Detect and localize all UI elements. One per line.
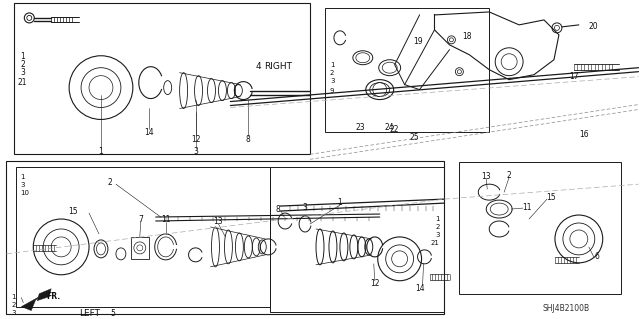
Text: 1: 1	[99, 147, 103, 156]
Text: 2: 2	[108, 178, 112, 187]
Text: 3: 3	[20, 68, 25, 77]
Bar	[6, 161, 444, 314]
Text: 3: 3	[12, 310, 16, 315]
Text: 1: 1	[20, 174, 25, 180]
Text: 13: 13	[214, 217, 223, 226]
Text: 22: 22	[390, 125, 399, 134]
Text: 24: 24	[385, 123, 394, 132]
Text: FR.: FR.	[46, 292, 60, 301]
Text: RIGHT: RIGHT	[264, 62, 292, 71]
Text: 6: 6	[595, 252, 599, 261]
Bar	[14, 3, 310, 154]
Text: 1: 1	[20, 52, 25, 61]
Bar	[270, 167, 444, 312]
Text: 18: 18	[463, 32, 472, 41]
Polygon shape	[21, 297, 39, 311]
Text: 16: 16	[579, 130, 589, 139]
Text: 11: 11	[161, 214, 170, 224]
Text: 25: 25	[410, 133, 419, 142]
Text: 2: 2	[435, 224, 440, 230]
Text: 1: 1	[330, 62, 335, 68]
Text: 3: 3	[20, 182, 25, 188]
Text: 8: 8	[246, 135, 251, 144]
Text: 8: 8	[276, 204, 280, 213]
Text: 23: 23	[355, 123, 365, 132]
Text: 19: 19	[413, 37, 422, 46]
Bar	[325, 8, 489, 132]
Text: 21: 21	[17, 78, 27, 87]
Text: 2: 2	[12, 302, 16, 308]
Text: 7: 7	[138, 214, 143, 224]
Text: 14: 14	[415, 284, 424, 293]
Bar	[131, 237, 148, 259]
Text: LEFT: LEFT	[79, 309, 100, 318]
Text: 2: 2	[20, 60, 25, 69]
Text: 1: 1	[435, 216, 440, 222]
Text: 3: 3	[435, 232, 440, 238]
Polygon shape	[37, 289, 51, 300]
Text: 10: 10	[20, 190, 29, 196]
Text: 20: 20	[589, 22, 598, 31]
Text: 3: 3	[303, 203, 307, 211]
Text: 15: 15	[68, 207, 78, 216]
Text: 11: 11	[522, 203, 532, 211]
Text: 2: 2	[330, 70, 334, 76]
Text: 1: 1	[12, 294, 16, 300]
Bar	[17, 167, 270, 307]
Text: 1: 1	[337, 197, 342, 207]
Text: SHJ4B2100B: SHJ4B2100B	[542, 304, 589, 313]
Text: 3: 3	[193, 147, 198, 156]
Text: 4: 4	[255, 62, 261, 71]
Text: 17: 17	[569, 72, 579, 81]
Text: 12: 12	[191, 135, 200, 144]
Text: 3: 3	[330, 78, 335, 84]
Text: 13: 13	[481, 172, 491, 181]
Text: 12: 12	[370, 279, 380, 288]
Text: 5: 5	[111, 309, 115, 318]
Text: 14: 14	[144, 128, 154, 137]
Bar	[460, 162, 621, 294]
Text: 15: 15	[546, 193, 556, 202]
Text: 9: 9	[330, 88, 335, 93]
Text: 2: 2	[507, 171, 511, 180]
Text: 21: 21	[431, 240, 440, 246]
